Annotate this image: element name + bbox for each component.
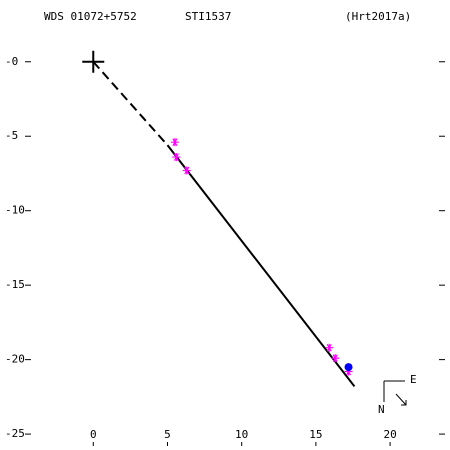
header-name: STI1537 [185,10,231,23]
observation [344,367,353,376]
x-tick-label: 0 [90,428,97,441]
x-tick-label: 10 [235,428,248,441]
observation [325,343,334,352]
compass [383,380,407,406]
y-tick-label: -15 [5,278,25,291]
x-tick-label: 5 [164,428,171,441]
compass-arrow-head [401,400,407,406]
x-tick-label: 20 [383,428,396,441]
observation [331,354,340,363]
y-tick-label: -0 [5,55,18,68]
header-ref: (Hrt2017a) [345,10,411,23]
x-tick-label: 15 [309,428,322,441]
y-tick-label: -20 [5,353,25,366]
compass-north: N [378,403,385,416]
current-position [344,363,353,372]
orbit-line [166,144,356,388]
compass-east: E [410,373,417,386]
observation [170,138,179,147]
observation [172,153,181,162]
observation [182,166,191,175]
y-tick-label: -10 [5,204,25,217]
orbit-line [92,61,169,146]
y-tick-label: -5 [5,129,18,142]
header-id: WDS 01072+5752 [44,10,137,23]
y-tick-label: -25 [5,427,25,440]
compass-arrow [395,393,407,406]
